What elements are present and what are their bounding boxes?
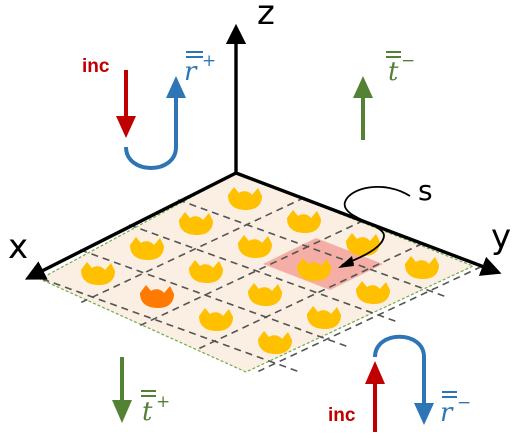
incident-label-top: inc xyxy=(82,56,110,77)
r-minus-symbol: r xyxy=(440,398,454,428)
grid-line-column xyxy=(81,196,305,304)
incident-wave-bottom xyxy=(365,361,385,432)
metasurface-slab xyxy=(38,172,475,373)
t-plus-symbol: t xyxy=(142,397,153,427)
t-minus-symbol: t xyxy=(388,57,399,87)
grid-line-column xyxy=(199,242,423,350)
x-axis xyxy=(24,171,237,280)
meta-atom xyxy=(228,187,262,210)
incident-label-bottom: inc xyxy=(328,405,356,426)
meta-atom-array xyxy=(81,187,439,354)
grid-line-column xyxy=(258,265,482,373)
meta-atom xyxy=(81,262,115,285)
reflected-wave-top xyxy=(124,76,186,170)
meta-atom xyxy=(297,258,331,281)
x-axis-label: x xyxy=(8,227,28,267)
meta-atom xyxy=(307,306,341,329)
meta-atom-highlighted xyxy=(140,285,174,308)
r-plus-sign: + xyxy=(202,51,216,71)
transmission-operator-minus: t − xyxy=(386,51,415,87)
z-axis-label: z xyxy=(257,0,275,33)
transmitted-wave-plus xyxy=(112,357,132,423)
t-minus-sign: − xyxy=(401,51,415,71)
r-minus-sign: − xyxy=(457,393,471,413)
meta-atom xyxy=(199,308,233,331)
meta-atom xyxy=(238,235,272,258)
array-grid-lines xyxy=(30,196,482,373)
transmission-operator-plus: t + xyxy=(141,390,170,427)
t-plus-sign: + xyxy=(156,392,170,412)
meta-atom xyxy=(248,283,282,306)
meta-atom xyxy=(287,210,321,233)
meta-atom xyxy=(189,260,223,283)
r-plus-symbol: r xyxy=(184,57,198,87)
meta-atom xyxy=(405,256,439,279)
reflection-operator-plus: r + xyxy=(184,51,216,87)
unit-cell-pointer xyxy=(341,185,411,266)
reflected-wave-bottom xyxy=(373,334,434,425)
y-axis-label: y xyxy=(491,217,511,257)
reflection-operator-minus: r − xyxy=(440,391,471,428)
meta-atom xyxy=(130,237,164,260)
grid-line-column xyxy=(140,219,364,327)
unit-cell-pointer-head xyxy=(338,256,354,268)
meta-atom xyxy=(356,281,390,304)
meta-atom xyxy=(258,331,292,354)
meta-atom xyxy=(179,212,213,235)
incident-wave-top xyxy=(116,70,136,138)
transmitted-wave-minus xyxy=(353,76,373,140)
unit-cell-label: s xyxy=(418,174,433,207)
